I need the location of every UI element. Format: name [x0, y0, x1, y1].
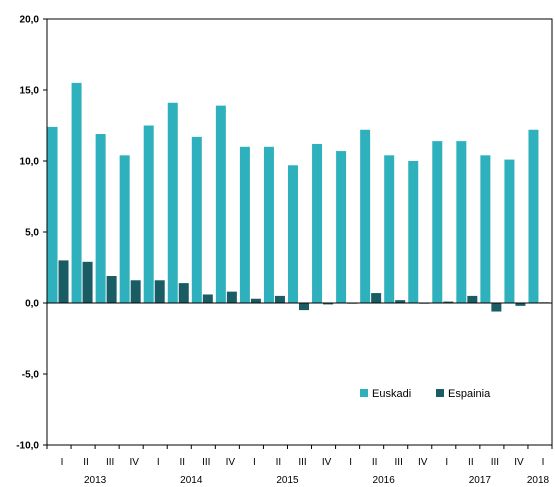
x-year-label: 2014	[180, 475, 203, 486]
bar-espainia-3	[130, 280, 141, 303]
legend-label-euskadi: Euskadi	[372, 388, 411, 400]
x-tick-label: III	[106, 457, 114, 468]
bar-euskadi-17	[456, 141, 467, 303]
bar-espainia-13	[371, 293, 382, 303]
bar-espainia-8	[250, 298, 261, 303]
bar-euskadi-10	[288, 165, 298, 303]
bar-espainia-2	[106, 276, 117, 303]
bar-espainia-5	[178, 283, 189, 303]
legend-swatch-espainia	[436, 389, 444, 397]
x-tick-label: I	[542, 457, 545, 468]
x-tick-label: III	[395, 457, 403, 468]
bar-espainia-4	[154, 280, 165, 303]
bar-euskadi-6	[191, 136, 202, 303]
x-tick-label: I	[253, 457, 256, 468]
bar-espainia-6	[202, 294, 213, 303]
bar-euskadi-9	[263, 146, 274, 303]
x-tick-label: IV	[129, 457, 139, 468]
bar-euskadi-16	[432, 141, 443, 303]
legend-label-espainia: Espainia	[448, 388, 491, 400]
bar-euskadi-13	[360, 129, 371, 303]
x-tick-label: IV	[226, 457, 236, 468]
bar-euskadi-4	[143, 125, 154, 303]
bar-euskadi-15	[408, 161, 419, 303]
bar-espainia-9	[274, 295, 285, 303]
x-year-label: 2013	[84, 475, 107, 486]
x-tick-label: I	[61, 457, 64, 468]
bar-euskadi-19	[504, 159, 515, 303]
bar-euskadi-0	[47, 126, 58, 303]
bar-espainia-10	[299, 303, 309, 311]
legend-swatch-euskadi	[360, 389, 368, 397]
bar-espainia-18	[491, 303, 502, 312]
x-tick-label: I	[445, 457, 448, 468]
legend: Euskadi Espainia	[360, 388, 491, 400]
bar-espainia-1	[82, 261, 93, 303]
x-tick-label: II	[468, 457, 474, 468]
x-tick-label: I	[157, 457, 160, 468]
x-axis-ticks: I II III IV I II III IV I II III IV I II III IV I II III IV…	[46, 445, 553, 486]
x-tick-label: II	[179, 457, 185, 468]
x-year-label: 2017	[469, 475, 492, 486]
x-year-label: 2016	[373, 475, 396, 486]
x-tick-label: IV	[418, 457, 428, 468]
bar-espainia-16	[443, 301, 454, 303]
bar-euskadi-11	[312, 143, 323, 303]
y-tick-label: 10,0	[20, 157, 40, 168]
bar-euskadi-14	[384, 155, 395, 303]
bar-euskadi-5	[167, 102, 178, 303]
y-axis-ticks: -10,0 -5,0 0,0 5,0 10,0 15,0 20,0	[16, 15, 47, 452]
y-tick-label: 15,0	[20, 86, 40, 97]
x-tick-label: III	[298, 457, 306, 468]
y-tick-label: -5,0	[22, 370, 40, 381]
bar-euskadi-2	[95, 134, 106, 303]
bar-euskadi-18	[480, 155, 491, 303]
bars	[47, 82, 550, 312]
x-tick-label: III	[491, 457, 499, 468]
x-tick-label: IV	[514, 457, 524, 468]
x-tick-label: II	[83, 457, 89, 468]
bar-euskadi-1	[71, 82, 82, 304]
x-tick-label: IV	[322, 457, 332, 468]
bar-espainia-19	[515, 303, 526, 306]
y-tick-label: 20,0	[20, 15, 40, 26]
x-tick-label: II	[276, 457, 282, 468]
y-tick-label: -10,0	[16, 441, 39, 452]
x-tick-label: I	[349, 457, 352, 468]
x-year-label: 2018	[527, 475, 550, 486]
bar-espainia-17	[467, 295, 478, 303]
bar-euskadi-3	[119, 155, 130, 303]
y-tick-label: 5,0	[25, 228, 39, 239]
bar-espainia-7	[226, 291, 237, 303]
bar-espainia-11	[323, 303, 334, 305]
x-year-label: 2015	[276, 475, 299, 486]
bar-euskadi-7	[215, 105, 226, 304]
x-tick-label: II	[372, 457, 378, 468]
bar-euskadi-12	[336, 151, 347, 303]
bar-espainia-14	[395, 300, 406, 303]
bar-espainia-0	[58, 260, 69, 303]
bar-euskadi-20	[528, 129, 539, 303]
x-tick-label: III	[202, 457, 210, 468]
plot-area	[46, 18, 553, 446]
y-tick-label: 0,0	[25, 299, 39, 310]
bar-euskadi-8	[239, 146, 250, 303]
